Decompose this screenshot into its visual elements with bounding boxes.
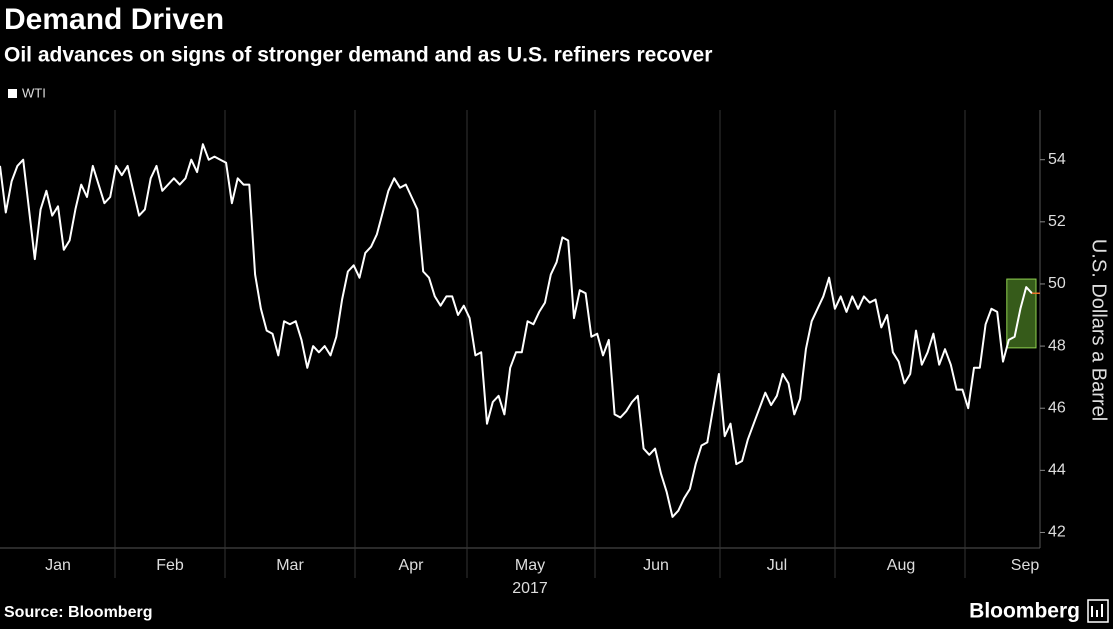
y-tick-label: 54 <box>1048 151 1066 168</box>
x-tick-label: Jan <box>45 557 71 574</box>
brand-icon <box>1087 599 1109 623</box>
chart-title: Demand Driven <box>4 3 224 36</box>
x-tick-label: Feb <box>156 557 184 574</box>
brand-icon-bars <box>1091 604 1103 617</box>
x-tick-label: Jun <box>643 557 669 574</box>
y-tick-label: 42 <box>1048 524 1066 541</box>
x-tick-label: Aug <box>887 557 915 574</box>
y-tick-label: 44 <box>1048 462 1066 479</box>
x-tick-label: Apr <box>399 557 425 574</box>
y-tick-label: 50 <box>1048 275 1066 292</box>
series-line <box>0 143 1033 518</box>
chart-subtitle: Oil advances on signs of stronger demand… <box>4 44 712 67</box>
x-tick-label: May <box>515 557 545 574</box>
source: Source: Bloomberg <box>4 604 152 621</box>
x-tick-label: Sep <box>1011 557 1040 574</box>
y-tick-label: 46 <box>1048 399 1066 416</box>
highlight-box <box>1006 278 1037 349</box>
x-year-label: 2017 <box>512 580 548 597</box>
y-tick-label: 48 <box>1048 337 1066 354</box>
y-tick-label: 52 <box>1048 213 1066 230</box>
brand: Bloomberg <box>969 600 1080 623</box>
legend-label: WTI <box>22 85 46 100</box>
x-tick-label: Jul <box>767 557 787 574</box>
y-axis-label: U.S. Dollars a Barrel <box>1088 239 1110 421</box>
x-tick-label: Mar <box>276 557 304 574</box>
legend-swatch <box>8 89 17 98</box>
